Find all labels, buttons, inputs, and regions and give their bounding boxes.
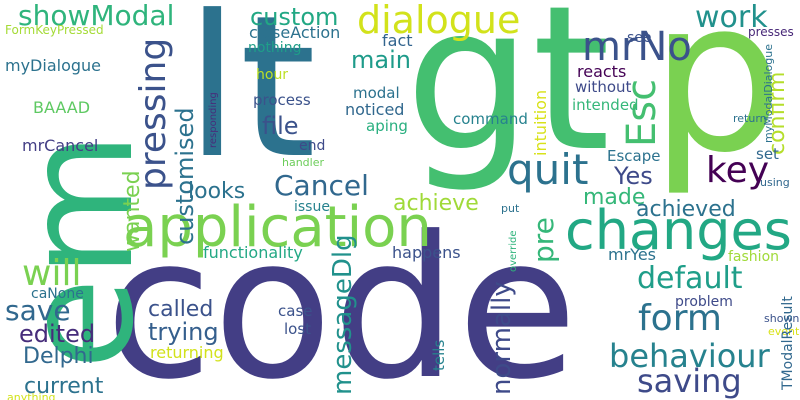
cloud-word: trying <box>148 318 219 346</box>
cloud-word: messageDlg <box>328 234 358 395</box>
cloud-word: key <box>706 150 770 191</box>
cloud-word: responding <box>208 92 219 148</box>
cloud-word: put <box>501 202 520 215</box>
cloud-word: presses <box>748 25 794 39</box>
cloud-word: without <box>575 78 632 96</box>
cloud-word: FormKeyPressed <box>5 23 104 37</box>
cloud-word: handler <box>282 156 325 169</box>
cloud-word: anything <box>7 391 56 400</box>
cloud-word: command <box>453 110 528 128</box>
cloud-word: behaviour <box>609 337 770 375</box>
cloud-word: default <box>637 261 743 296</box>
cloud-word: lt <box>185 0 317 202</box>
cloud-word: achieved <box>636 197 736 222</box>
cloud-word: happens <box>392 243 461 262</box>
cloud-word: saving <box>637 362 742 400</box>
cloud-word: reacts <box>577 62 627 81</box>
cloud-word: normally <box>487 281 517 395</box>
cloud-word: hour <box>256 67 289 83</box>
cloud-word: event <box>768 325 800 338</box>
cloud-word: fashion <box>728 249 780 265</box>
cloud-word: changes <box>565 199 792 262</box>
cloud-word: set <box>756 145 779 163</box>
cloud-word: customised <box>171 107 199 245</box>
cloud-word: end <box>299 138 326 154</box>
cloud-word: looks <box>188 179 246 204</box>
cloud-word: shown <box>764 312 800 325</box>
cloud-word: noticed <box>345 100 405 119</box>
cloud-word: closeAction <box>249 23 341 42</box>
cloud-word: mrCancel <box>22 136 99 155</box>
cloud-word: will <box>22 253 82 294</box>
cloud-word: file <box>262 112 299 140</box>
cloud-word: application <box>123 195 432 260</box>
cloud-word: current <box>24 374 104 399</box>
cloud-word: called <box>148 297 214 322</box>
cloud-word: myDialogue <box>5 56 101 75</box>
cloud-word: main <box>351 46 411 74</box>
cloud-word: issue <box>294 199 330 215</box>
cloud-word: lost <box>284 320 312 338</box>
cloud-word: work <box>695 0 768 35</box>
cloud-word: Yes <box>614 162 653 190</box>
cloud-word: Escape <box>607 147 661 165</box>
cloud-word: BAAAD <box>33 98 91 117</box>
cloud-word: gt <box>405 0 611 196</box>
cloud-word: returning <box>150 343 224 362</box>
cloud-word: case <box>278 302 313 320</box>
cloud-word: showModal <box>18 0 175 32</box>
cloud-word: pre <box>527 217 560 263</box>
cloud-word: achieve <box>393 191 479 216</box>
cloud-word: pressing <box>133 37 174 190</box>
cloud-word: Cancel <box>274 169 369 202</box>
cloud-word: made <box>583 185 646 210</box>
cloud-word: mrNo <box>582 24 692 70</box>
cloud-word: nothing <box>248 40 302 56</box>
cloud-word: custom <box>250 3 339 31</box>
cloud-word: using <box>760 176 790 189</box>
cloud-word: edited <box>19 320 96 348</box>
cloud-word: override <box>508 230 519 272</box>
cloud-word: modal <box>353 84 400 102</box>
cloud-word: save <box>5 294 71 327</box>
cloud-word: dialogue <box>357 0 521 42</box>
cloud-word: tells <box>430 339 448 371</box>
cloud-word: functionality <box>203 243 303 262</box>
cloud-word: wanted <box>120 170 145 252</box>
cloud-word: Delphi <box>23 344 94 369</box>
cloud-word: TModalResult <box>780 296 796 390</box>
cloud-word: quit <box>507 145 589 194</box>
cloud-word: process <box>253 91 311 109</box>
cloud-word: p <box>650 0 784 199</box>
cloud-word: code <box>105 195 578 400</box>
cloud-word: form <box>638 298 722 339</box>
cloud-word: intuition <box>531 89 550 156</box>
cloud-word: fact <box>382 31 413 50</box>
cloud-word: return <box>733 112 767 125</box>
cloud-word: myModalDialogue <box>762 44 775 143</box>
cloud-word: mrYes <box>608 245 656 264</box>
cloud-word: problem <box>675 294 733 310</box>
cloud-word: intended <box>572 96 639 114</box>
cloud-word: aping <box>366 117 408 135</box>
cloud-word: caNone <box>31 286 84 302</box>
cloud-word: see <box>627 30 652 46</box>
